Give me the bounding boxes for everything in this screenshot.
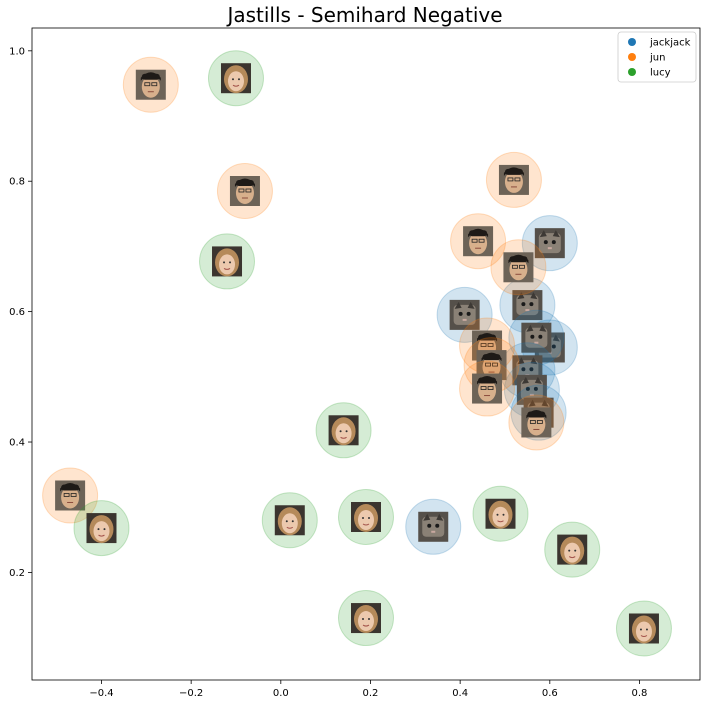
- chart-title: Jastills - Semihard Negative: [225, 3, 502, 27]
- point-jun: [485, 151, 542, 208]
- point-lucy: [315, 402, 372, 459]
- woman-face: [628, 613, 659, 644]
- woman-face: [212, 246, 243, 277]
- y-tick-label: 0.8: [9, 177, 25, 188]
- legend-label-lucy: lucy: [650, 68, 671, 79]
- point-lucy: [338, 590, 394, 647]
- axes-layer: −0.4 −0.2 0.0 0.2 0.4 0.6 0.8 0.2 0.4 0.6 0.8 1.0: [9, 46, 647, 699]
- man-face: [521, 407, 552, 438]
- point-jun: [508, 394, 565, 451]
- woman-face: [351, 502, 381, 532]
- y-tick-label: 1.0: [9, 46, 25, 57]
- legend-label-jackjack: jackjack: [649, 38, 691, 49]
- man-face: [463, 226, 494, 257]
- legend-box: [617, 31, 697, 83]
- woman-face: [86, 513, 117, 544]
- point-lucy: [207, 50, 264, 107]
- man-face: [472, 373, 503, 404]
- woman-face: [351, 603, 381, 634]
- point-lucy: [472, 485, 529, 542]
- point-lucy: [338, 489, 394, 545]
- cat-face: [418, 511, 449, 542]
- woman-face: [485, 498, 516, 529]
- woman-face: [557, 534, 588, 565]
- point-jackjack: [405, 498, 462, 555]
- point-jun: [490, 239, 547, 296]
- y-tick-label: 0.6: [9, 307, 25, 318]
- x-tick-label: 0.0: [273, 688, 289, 699]
- x-tick-label: −0.2: [179, 688, 203, 699]
- x-tick-label: 0.2: [363, 688, 379, 699]
- point-lucy: [199, 233, 256, 290]
- plot-frame: [31, 27, 701, 681]
- woman-face: [328, 415, 359, 446]
- points-layer: [42, 50, 672, 657]
- cat-face: [512, 290, 543, 321]
- point-jun: [216, 163, 273, 219]
- point-jun: [450, 213, 507, 270]
- point-jackjack: [508, 309, 565, 366]
- y-tick-label: 0.4: [9, 438, 25, 449]
- legend: jackjack jun lucy: [617, 31, 697, 83]
- x-tick-label: 0.4: [452, 688, 468, 699]
- point-jun: [42, 467, 99, 524]
- point-jackjack: [521, 215, 578, 272]
- x-tick-label: −0.4: [89, 688, 113, 699]
- legend-marker-jun: [628, 53, 636, 61]
- man-face: [503, 252, 534, 283]
- legend-marker-jackjack: [628, 38, 636, 46]
- point-lucy: [261, 492, 318, 549]
- legend-marker-lucy: [628, 68, 636, 76]
- point-lucy: [73, 500, 130, 557]
- point-jackjack: [499, 277, 556, 334]
- point-jackjack: [436, 286, 493, 343]
- point-jun: [459, 360, 516, 417]
- cat-face: [534, 228, 565, 259]
- y-tick-label: 0.2: [9, 568, 25, 579]
- man-face: [135, 69, 166, 100]
- point-lucy: [544, 521, 601, 578]
- x-tick-label: 0.8: [632, 688, 648, 699]
- man-face: [55, 480, 86, 511]
- man-face: [498, 164, 529, 195]
- point-lucy: [615, 600, 672, 657]
- x-tick-label: 0.6: [542, 688, 558, 699]
- man-face: [229, 176, 260, 206]
- woman-face: [220, 63, 251, 94]
- point-jun: [122, 56, 179, 113]
- cat-face: [521, 322, 552, 353]
- legend-label-jun: jun: [649, 53, 665, 64]
- cat-face: [449, 299, 480, 330]
- woman-face: [274, 505, 305, 536]
